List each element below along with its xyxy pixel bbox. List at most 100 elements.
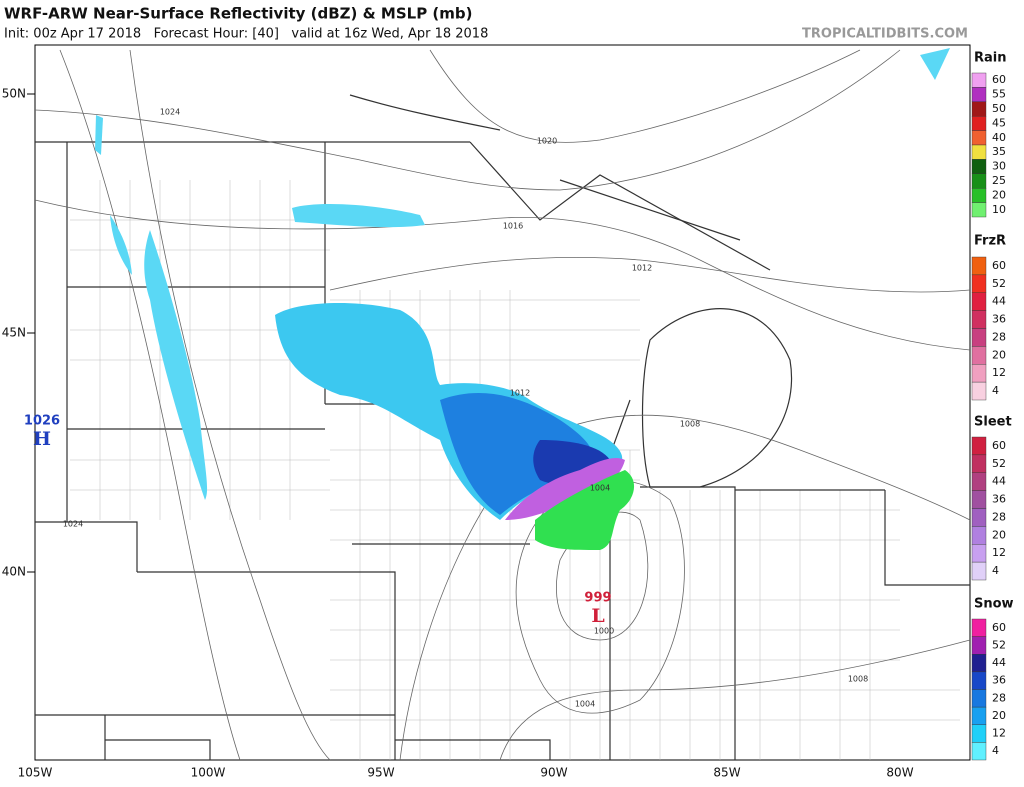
legend-tick-label: 25 [992, 174, 1006, 187]
legend-swatch [971, 689, 987, 708]
legend-swatch [971, 742, 987, 761]
legend-swatch [971, 159, 987, 174]
isobar-label: 1012 [510, 389, 530, 398]
legend-tick-label: 28 [992, 510, 1006, 523]
legend-tick-label: 44 [992, 475, 1006, 488]
isobar-label: 1016 [503, 222, 523, 231]
legend-tick-label: 60 [992, 439, 1006, 452]
isobar-label: 1004 [590, 484, 610, 493]
legend-tick-label: 20 [992, 709, 1006, 722]
legend-swatch [971, 87, 987, 103]
legend-tick-label: 30 [992, 160, 1006, 173]
snow-echo [110, 215, 132, 275]
isobar-label: 1000 [594, 627, 614, 636]
legend-tick-label: 4 [992, 384, 999, 397]
lat-label: 40N [2, 565, 26, 579]
legend-swatch [971, 144, 987, 160]
legend-swatch [971, 454, 987, 473]
legend-swatch [971, 364, 987, 383]
legend-tick-label: 36 [992, 674, 1006, 687]
isobar-label: 1020 [537, 137, 557, 146]
legend-swatch [971, 72, 987, 88]
legend-swatch [971, 115, 987, 131]
legend-tick-label: 52 [992, 277, 1006, 290]
legend-swatch [971, 187, 987, 203]
isobar-label: 1004 [575, 700, 595, 709]
legend-title: Rain [974, 51, 1007, 66]
lon-label: 100W [191, 766, 226, 780]
legend-tick-label: 60 [992, 73, 1006, 86]
legend-tick-label: 12 [992, 727, 1006, 740]
map-labels: 50N 45N 40N 105W 100W 95W 90W 85W 80W 1024 1020 101… [2, 87, 914, 780]
map-panel [34, 44, 971, 761]
isobar-label: 1008 [680, 420, 700, 429]
legend-tick-label: 20 [992, 348, 1006, 361]
legend-title: Snow [974, 597, 1014, 612]
legend-swatch [971, 490, 987, 509]
subtitle: Init: 00z Apr 17 2018 Forecast Hour: [40… [4, 27, 488, 42]
legend-swatch [971, 130, 987, 146]
legend-title: Sleet [974, 415, 1012, 430]
legend-swatch [971, 346, 987, 365]
legend: Rain60555045403530252010FrzR605244362820… [971, 51, 1014, 761]
isobar-label: 1008 [848, 675, 868, 684]
legend-swatch [971, 274, 987, 293]
legend-swatch [971, 706, 987, 725]
legend-swatch [971, 561, 987, 581]
legend-tick-label: 12 [992, 546, 1006, 559]
legend-swatch [971, 381, 987, 401]
snow-echo [292, 204, 425, 228]
lat-label: 50N [2, 87, 26, 101]
legend-title: FrzR [974, 234, 1006, 249]
legend-tick-label: 35 [992, 145, 1006, 158]
legend-swatch [971, 508, 987, 527]
legend-tick-label: 60 [992, 259, 1006, 272]
legend-tick-label: 52 [992, 457, 1006, 470]
isobar-label: 1024 [160, 108, 180, 117]
legend-tick-label: 36 [992, 313, 1006, 326]
legend-swatch [971, 671, 987, 690]
legend-swatch [971, 328, 987, 347]
legend-swatch [971, 101, 987, 117]
legend-swatch [971, 618, 987, 637]
site-name: TROPICALTIDBITS.COM [802, 27, 968, 42]
lon-label: 85W [713, 766, 740, 780]
lon-label: 95W [367, 766, 394, 780]
high-pressure-letter: H [33, 428, 51, 450]
legend-tick-label: 20 [992, 188, 1006, 201]
reflectivity [95, 48, 950, 550]
legend-tick-label: 45 [992, 116, 1006, 129]
snow-echo [144, 230, 208, 500]
legend-tick-label: 50 [992, 102, 1006, 115]
high-pressure-value: 1026 [24, 414, 60, 429]
legend-tick-label: 55 [992, 88, 1006, 101]
legend-swatch [971, 292, 987, 311]
legend-tick-label: 28 [992, 330, 1006, 343]
legend-tick-label: 10 [992, 203, 1006, 216]
lon-label: 80W [886, 766, 913, 780]
legend-swatch [971, 256, 987, 276]
legend-swatch [971, 436, 987, 456]
lat-label: 45N [2, 326, 26, 340]
title: WRF-ARW Near-Surface Reflectivity (dBZ) … [4, 5, 473, 23]
legend-tick-label: 44 [992, 295, 1006, 308]
legend-tick-label: 4 [992, 564, 999, 577]
legend-swatch [971, 526, 987, 545]
legend-swatch [971, 310, 987, 329]
legend-swatch [971, 724, 987, 743]
legend-tick-label: 20 [992, 528, 1006, 541]
legend-tick-label: 40 [992, 131, 1006, 144]
isobars [34, 49, 971, 761]
legend-swatch [971, 173, 987, 189]
legend-swatch [971, 544, 987, 563]
legend-swatch [971, 636, 987, 655]
legend-swatch [971, 654, 987, 673]
legend-tick-label: 4 [992, 744, 999, 757]
legend-tick-label: 36 [992, 493, 1006, 506]
low-pressure-letter: L [591, 605, 604, 627]
legend-tick-label: 44 [992, 656, 1006, 669]
lon-label: 90W [540, 766, 567, 780]
legend-tick-label: 28 [992, 691, 1006, 704]
sleet-echo [505, 458, 625, 520]
